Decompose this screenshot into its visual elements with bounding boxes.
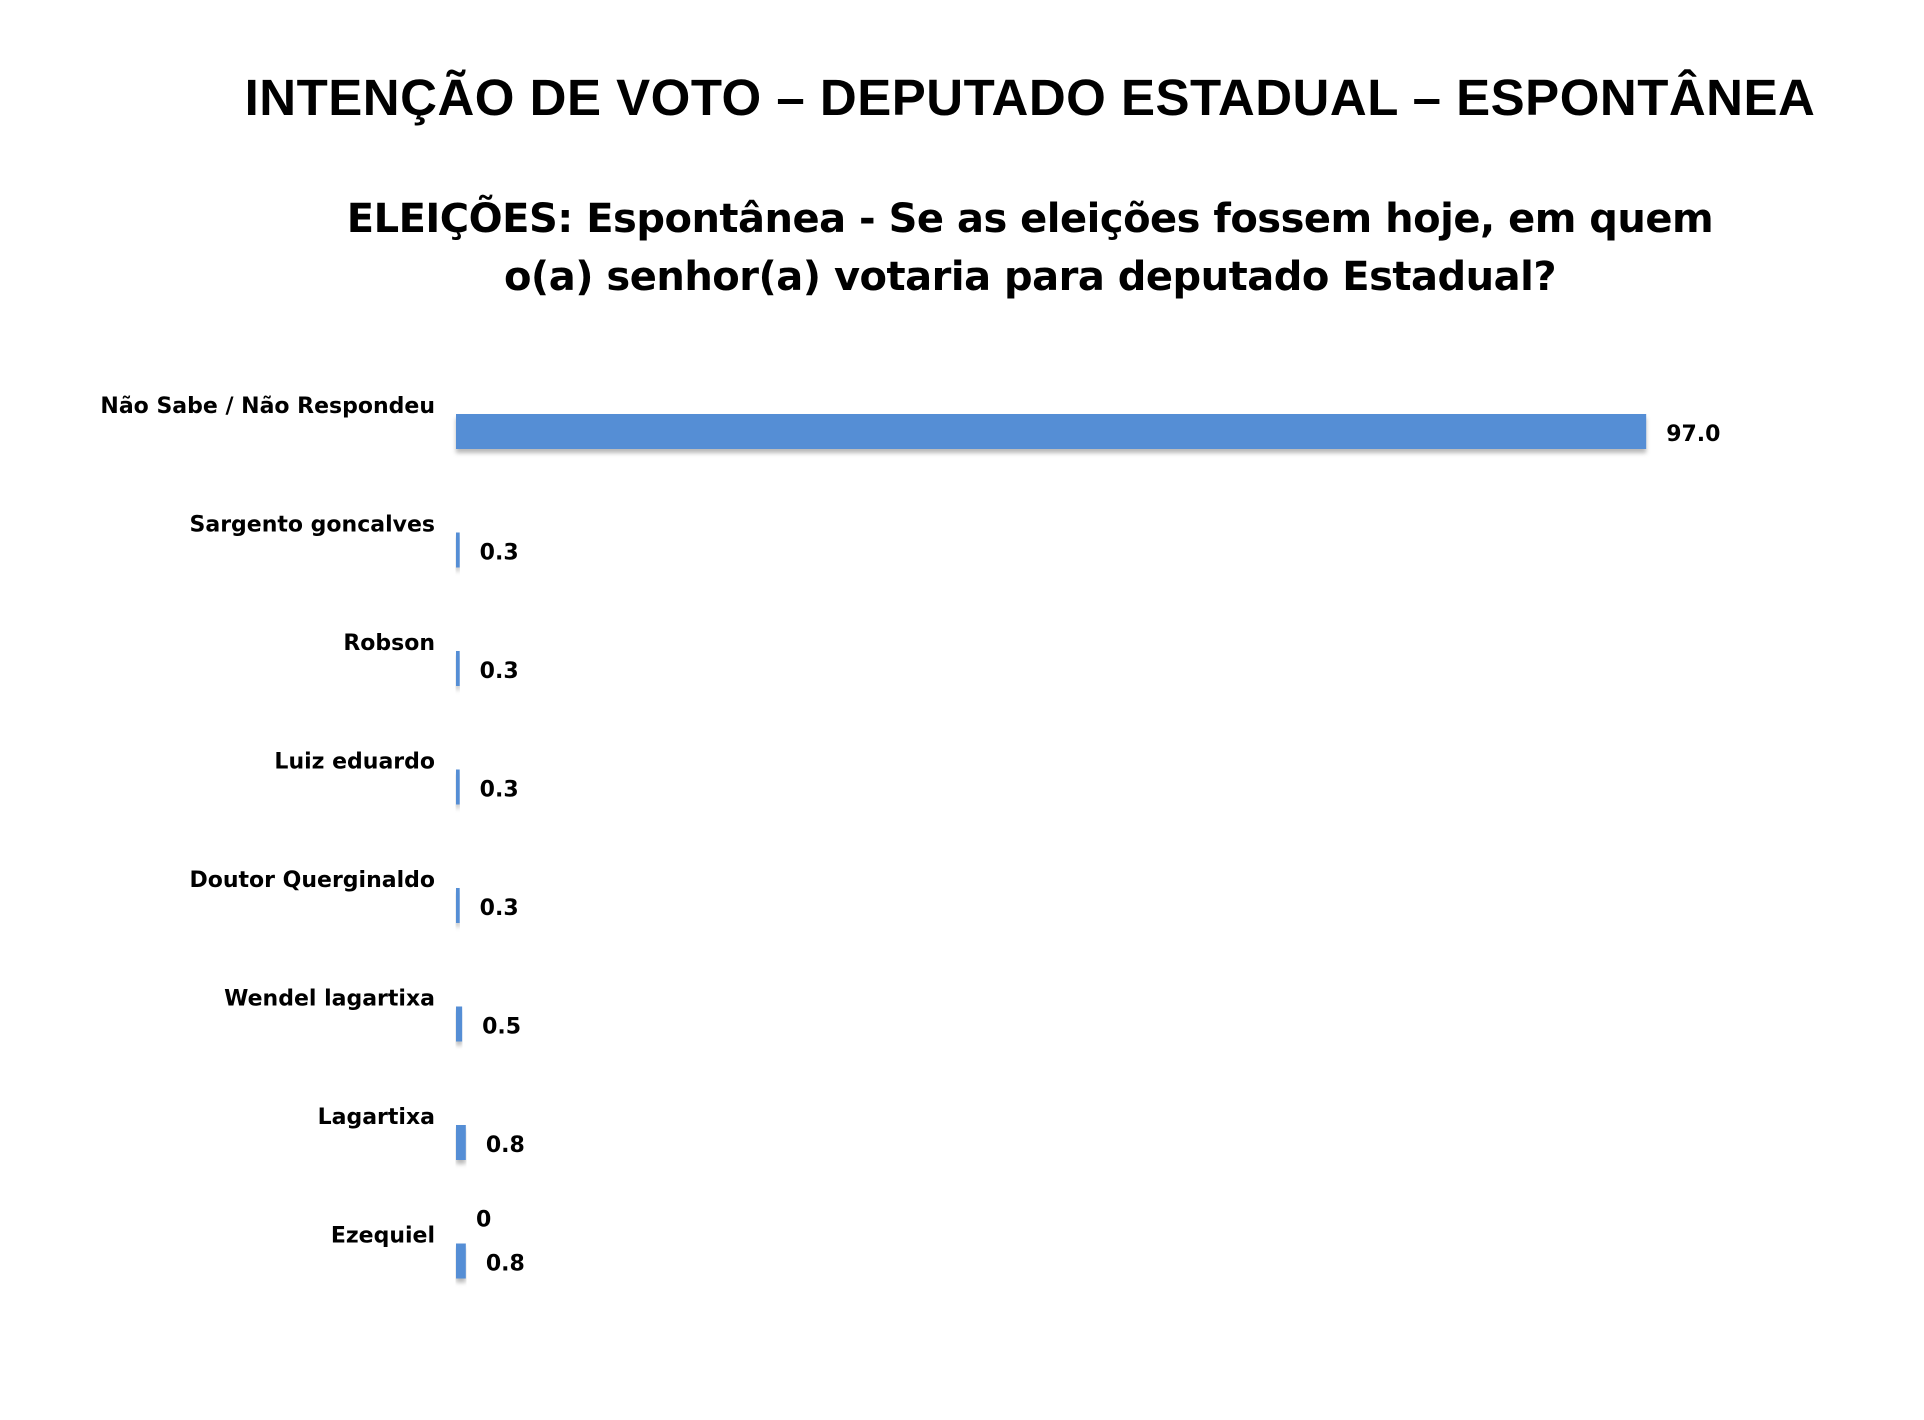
data-label: 0.8 [486, 1252, 525, 1277]
bar [456, 1243, 466, 1279]
data-label: 0.5 [482, 1015, 521, 1040]
chart-title: ELEIÇÕES: Espontânea - Se as eleições fo… [346, 196, 1714, 300]
bar [456, 769, 460, 805]
category-label: Luiz eduardo [274, 750, 435, 775]
extra-annotation: 0 [476, 1208, 491, 1233]
data-label: 0.3 [480, 778, 519, 803]
page-title: INTENÇÃO DE VOTO – DEPUTADO ESTADUAL – E… [244, 69, 1816, 126]
category-label: Não Sabe / Não Respondeu [100, 394, 435, 419]
bar [456, 532, 460, 568]
data-label: 97.0 [1666, 422, 1720, 447]
bar [456, 1125, 466, 1160]
category-label: Robson [343, 631, 435, 656]
bar [456, 888, 460, 923]
category-label: Sargento goncalves [190, 513, 435, 538]
bar [456, 414, 1647, 449]
category-label: Doutor Querginaldo [189, 868, 435, 893]
category-label: Wendel lagartixa [224, 987, 435, 1012]
bar [456, 1006, 463, 1042]
data-label: 0.3 [480, 896, 519, 921]
data-label: 0.3 [480, 659, 519, 684]
bar [456, 651, 460, 686]
category-label: Lagartixa [318, 1105, 435, 1130]
data-label: 0.3 [480, 541, 519, 566]
data-label: 0.8 [486, 1133, 525, 1158]
category-label: Ezequiel [331, 1224, 435, 1249]
